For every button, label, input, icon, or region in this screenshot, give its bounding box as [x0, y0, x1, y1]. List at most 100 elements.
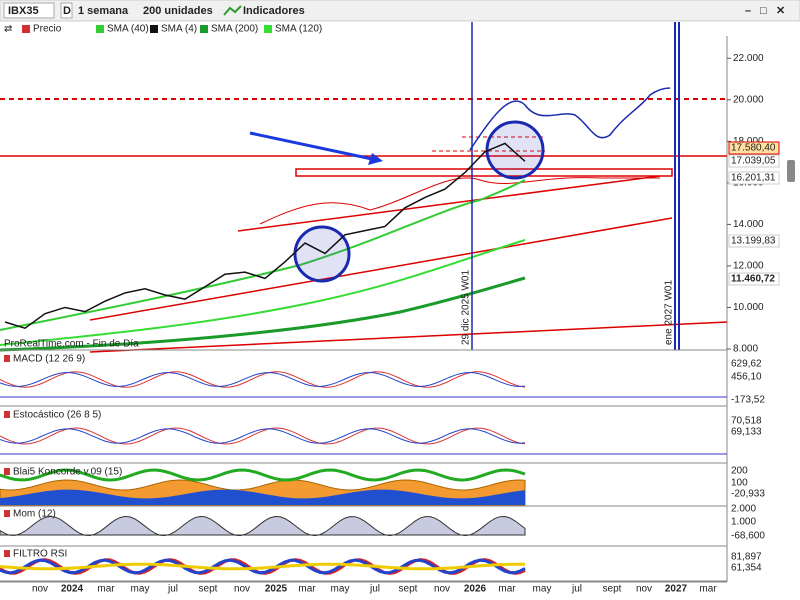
- y-tick-label: 10.000: [733, 302, 764, 313]
- x-tick-label: nov: [636, 584, 652, 595]
- legend-icon: ⇄: [4, 24, 12, 35]
- source: ProRealTime.com - Fin de Día: [4, 339, 139, 350]
- panel-icon: [4, 468, 10, 475]
- y-tick-label: 12.000: [733, 261, 764, 272]
- x-tick-label: jul: [369, 584, 380, 595]
- panel-value: 61,354: [731, 563, 762, 574]
- x-tick-label: 2024: [61, 584, 84, 595]
- x-tick-label: nov: [434, 584, 450, 595]
- marker-label: ene 2027 W01: [664, 280, 675, 345]
- sma-200: [0, 276, 526, 352]
- price-label-box: [728, 272, 780, 286]
- panel-value: 69,133: [731, 427, 762, 438]
- price-line: [4, 142, 526, 330]
- panel-value: 100: [731, 478, 748, 489]
- symbol-box[interactable]: [3, 2, 55, 19]
- indicator-blue: [0, 371, 526, 388]
- panel-value: 70,518: [731, 416, 762, 427]
- x-tick-label: jul: [167, 584, 178, 595]
- highlight-circle: [293, 225, 351, 283]
- panel-icon: [4, 411, 10, 418]
- panel-value: 81,897: [731, 552, 762, 563]
- x-tick-label: may: [331, 584, 350, 595]
- x-tick-label: sept: [199, 584, 218, 595]
- rsi-yellow: [0, 562, 526, 571]
- indicator-red: [0, 371, 526, 388]
- indicators[interactable]: Indicadores: [243, 5, 305, 17]
- y-tick-label: 14.000: [733, 219, 764, 230]
- x-tick-label: may: [533, 584, 552, 595]
- indicator-panel: MACD (12 26 9) 629,62 456,10 -173,52: [0, 354, 765, 407]
- indicator-icon[interactable]: [223, 5, 242, 16]
- momentum: [0, 515, 526, 537]
- close[interactable]: ✕: [776, 5, 785, 17]
- panel-value: -68,600: [731, 531, 765, 542]
- x-tick-label: mar: [298, 584, 316, 595]
- panel-title: Mom (12): [13, 509, 56, 520]
- legend-item: SMA (40): [107, 24, 149, 35]
- x-tick-label: 2025: [265, 584, 288, 595]
- trend-line: [89, 217, 673, 321]
- symbol[interactable]: IBX35: [8, 5, 39, 17]
- panel-title: Blai5 Koncorde v.09 (15): [13, 467, 122, 478]
- koncorde-blue: [0, 489, 525, 505]
- indicator-red: [0, 427, 526, 445]
- price-label-box: [728, 141, 780, 155]
- panel-icon: [4, 510, 10, 517]
- period[interactable]: 1 semana: [78, 5, 129, 17]
- minimize[interactable]: –: [745, 5, 751, 17]
- x-tick-label: sept: [399, 584, 418, 595]
- mode-box[interactable]: [60, 2, 73, 19]
- panel-icon: [4, 355, 10, 362]
- arrow-head: [368, 153, 383, 165]
- koncorde-green: [0, 468, 526, 482]
- indicator-blue: [0, 428, 526, 444]
- y-tick-label: 18.000: [733, 136, 764, 147]
- legend-item: Precio: [33, 24, 62, 35]
- legend-swatch: [200, 25, 208, 33]
- y-tick-label: 20.000: [733, 94, 764, 105]
- trend-line: [237, 175, 661, 232]
- legend-item: SMA (4): [161, 24, 197, 35]
- price-label: 17.580,40: [731, 143, 776, 154]
- x-tick-label: mar: [699, 584, 717, 595]
- sma-120: [0, 239, 526, 346]
- panel-title: Estocástico (26 8 5): [13, 410, 101, 421]
- panel-icon: [4, 550, 10, 557]
- indicator-panel: Mom (12) 2.000 1.000 -68,600: [0, 504, 765, 547]
- x-tick-label: nov: [234, 584, 250, 595]
- scrollbar[interactable]: [787, 160, 795, 182]
- y-tick-label: 22.000: [733, 53, 764, 64]
- mode[interactable]: D: [63, 5, 71, 17]
- legend-swatch: [264, 25, 272, 33]
- panel-value: 2.000: [731, 504, 756, 515]
- x-tick-label: mar: [97, 584, 115, 595]
- legend-swatch: [150, 25, 158, 33]
- panel-value: 1.000: [731, 517, 756, 528]
- panel-value: 200: [731, 466, 748, 477]
- panel-title: MACD (12 26 9): [13, 354, 85, 365]
- panel-value: -20,933: [731, 489, 765, 500]
- legend-item: SMA (200): [211, 24, 258, 35]
- price-label-box: [728, 234, 780, 248]
- marker-label: 29 dic 2025 W01: [461, 270, 472, 345]
- highlight-circle: [485, 120, 545, 180]
- panel-title: FILTRO RSI: [13, 549, 67, 560]
- maximize[interactable]: □: [760, 5, 767, 17]
- units[interactable]: 200 unidades: [143, 5, 213, 17]
- trend-line: [89, 321, 728, 353]
- y-tick-label: 8.000: [733, 344, 758, 355]
- x-tick-label: 2027: [665, 584, 688, 595]
- legend-swatch: [22, 25, 30, 33]
- price-label-box: [728, 154, 780, 168]
- price-label-box: [728, 171, 780, 185]
- panel-value: 456,10: [731, 372, 762, 383]
- legend-item: SMA (120): [275, 24, 322, 35]
- price-label: 16.201,31: [731, 173, 776, 184]
- projection: [469, 87, 671, 151]
- x-tick-label: may: [131, 584, 150, 595]
